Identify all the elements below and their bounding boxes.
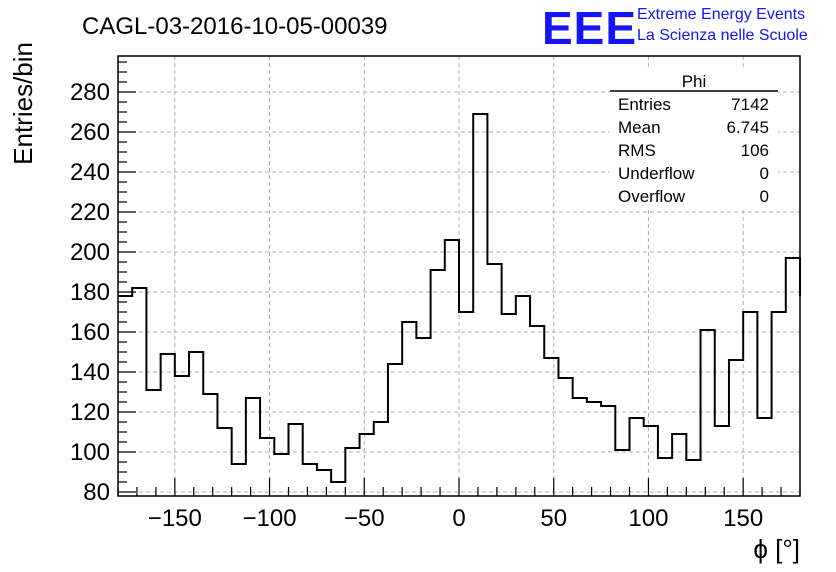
x-tick-label: −100 (243, 505, 297, 532)
stats-value-rms: 106 (741, 141, 769, 160)
histogram-bin (615, 450, 629, 496)
histogram-bin (701, 330, 715, 496)
histogram-bin (658, 458, 672, 496)
histogram-bin (772, 312, 786, 496)
y-tick-label: 120 (70, 399, 110, 426)
y-tick-label: 140 (70, 359, 110, 386)
x-tick-label: −50 (344, 505, 385, 532)
stats-label-overflow: Overflow (618, 187, 686, 206)
histogram-bin (487, 264, 501, 496)
histogram-bin (289, 424, 303, 496)
y-tick-label: 240 (70, 159, 110, 186)
histogram-bin (175, 376, 189, 496)
stats-label-entries: Entries (618, 95, 671, 114)
histogram-bin (729, 360, 743, 496)
run-title: CAGL-03-2016-10-05-00039 (82, 13, 388, 40)
histogram-bin (544, 358, 558, 496)
histogram-bin (203, 394, 217, 496)
histogram-bin (132, 288, 146, 496)
histogram-bin (630, 418, 644, 496)
histogram-bin (743, 312, 757, 496)
stats-box: Phi Entries 7142 Mean 6.745 RMS 106 Unde… (610, 70, 778, 210)
stats-value-underflow: 0 (760, 164, 769, 183)
x-tick-label: 0 (452, 505, 465, 532)
x-tick-label: −150 (148, 505, 202, 532)
histogram-bin (530, 326, 544, 496)
histogram-bin (573, 398, 587, 496)
histogram-bin (502, 314, 516, 496)
histogram-bin (317, 470, 331, 496)
histogram-series (118, 113, 801, 496)
histogram-line (118, 113, 801, 483)
x-tick-label: 50 (540, 505, 567, 532)
stats-label-underflow: Underflow (618, 164, 695, 183)
logo-line-2: La Scienza nelle Scuole (637, 27, 808, 44)
histogram-bin (217, 428, 231, 496)
stats-label-mean: Mean (618, 118, 661, 137)
histogram-bin (274, 454, 288, 496)
y-tick-label: 100 (70, 439, 110, 466)
y-tick-label: 220 (70, 199, 110, 226)
histogram-bin (246, 398, 260, 496)
y-axis-label: Entries/bin (8, 42, 38, 165)
histogram-bin (360, 434, 374, 496)
histogram-bin (260, 438, 274, 496)
histogram-bin (303, 464, 317, 496)
histogram-bin (516, 296, 530, 496)
x-tick-label: 150 (723, 505, 763, 532)
eee-logo: EEE Extreme Energy Events La Scienza nel… (542, 2, 808, 54)
histogram-bin (388, 364, 402, 496)
histogram-bin (345, 448, 359, 496)
histogram-bin (558, 378, 572, 496)
y-tick-label: 160 (70, 319, 110, 346)
y-tick-label: 200 (70, 239, 110, 266)
histogram-bin (146, 390, 160, 496)
histogram-bin (786, 258, 800, 496)
histogram-bin (402, 322, 416, 496)
y-tick-label: 80 (83, 479, 110, 506)
stats-value-mean: 6.745 (726, 118, 769, 137)
y-tick-label: 180 (70, 279, 110, 306)
histogram-bin (644, 426, 658, 496)
logo-mark: EEE (542, 2, 637, 54)
histogram-bin (601, 406, 615, 496)
histogram-bin (473, 114, 487, 496)
histogram-bin (587, 402, 601, 496)
stats-value-overflow: 0 (760, 187, 769, 206)
x-axis-label: ϕ [°] (753, 534, 800, 564)
histogram-bin (232, 464, 246, 496)
histogram-bin (161, 354, 175, 496)
histogram-bin (715, 426, 729, 496)
histogram-bin (374, 422, 388, 496)
axes: −150 −100 −50 0 50 100 150 80 100 120 140 160 180 200… (70, 55, 801, 532)
histogram-bin (118, 296, 132, 496)
histogram-bin (672, 434, 686, 496)
stats-label-rms: RMS (618, 141, 656, 160)
histogram-bin (331, 482, 345, 496)
histogram-bin (416, 338, 430, 496)
stats-value-entries: 7142 (731, 95, 769, 114)
histogram-bin (445, 240, 459, 496)
x-tick-label: 100 (628, 505, 668, 532)
histogram-bin (459, 312, 473, 496)
histogram-bin (757, 418, 771, 496)
y-tick-label: 280 (70, 79, 110, 106)
histogram-bin (431, 270, 445, 496)
logo-line-1: Extreme Energy Events (637, 6, 805, 23)
histogram-bin (686, 460, 700, 496)
histogram-bin (189, 352, 203, 496)
stats-title: Phi (682, 72, 707, 91)
y-tick-label: 260 (70, 119, 110, 146)
stats-box-background (610, 70, 778, 210)
